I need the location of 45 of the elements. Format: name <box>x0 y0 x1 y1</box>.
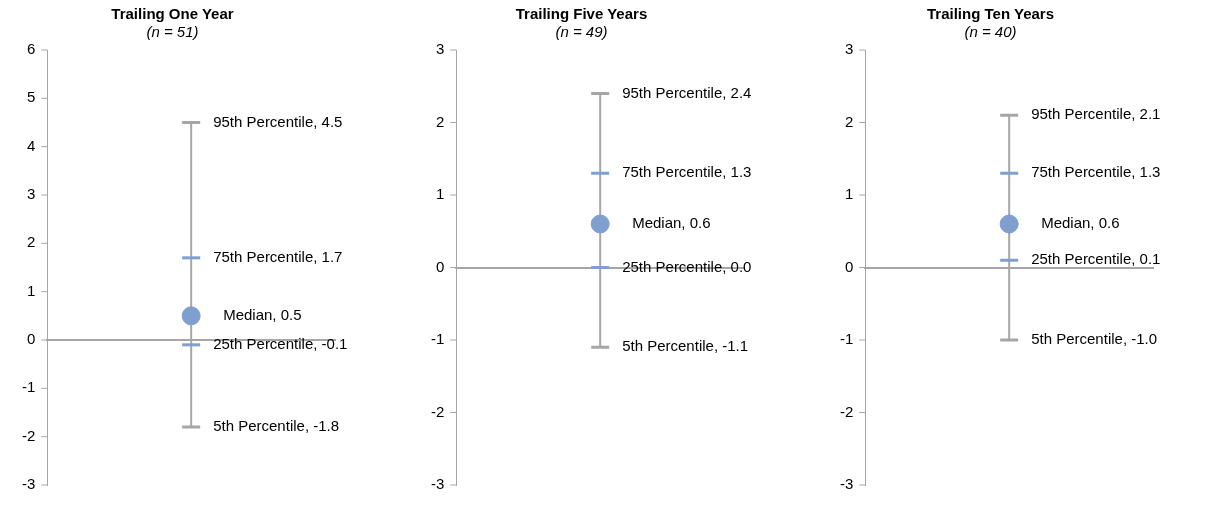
y-tick-label: 3 <box>26 185 36 203</box>
annotation: 5th Percentile, -1.0 <box>1031 330 1158 348</box>
y-tick-label: 2 <box>435 112 445 130</box>
chart-subtitle: (n = 40) <box>964 23 1017 41</box>
annotation: 95th Percentile, 2.4 <box>622 83 752 101</box>
y-tick-label: -2 <box>839 402 854 420</box>
y-tick-label: 1 <box>435 185 445 203</box>
annotation: Median, 0.5 <box>223 305 302 323</box>
chart-title: Trailing Five Years <box>515 5 648 23</box>
y-tick-label: 5 <box>26 88 36 106</box>
y-tick-label: -3 <box>430 475 445 493</box>
annotation: 95th Percentile, 2.1 <box>1031 105 1161 123</box>
annotation: 5th Percentile, -1.1 <box>622 337 749 355</box>
annotation: 75th Percentile, 1.7 <box>213 247 343 265</box>
annotation: 25th Percentile, 0.1 <box>1031 250 1161 268</box>
chart-subtitle: (n = 49) <box>555 23 608 41</box>
y-tick-label: -2 <box>430 402 445 420</box>
chart-title: Trailing Ten Years <box>926 5 1055 23</box>
y-tick-label: 2 <box>844 112 854 130</box>
y-tick-label: 6 <box>26 40 36 58</box>
y-tick-label: 0 <box>26 330 36 348</box>
chart-title: Trailing One Year <box>111 5 234 23</box>
annotation: Median, 0.6 <box>1041 214 1120 232</box>
annotation: 75th Percentile, 1.3 <box>1031 163 1161 181</box>
annotation: 5th Percentile, -1.8 <box>213 417 340 435</box>
y-tick-label: 3 <box>844 40 854 58</box>
annotation: 25th Percentile, 0.0 <box>622 257 752 275</box>
y-tick-label: 1 <box>26 281 36 299</box>
annotation: 25th Percentile, -0.1 <box>213 334 348 352</box>
annotation: 75th Percentile, 1.3 <box>622 163 752 181</box>
y-tick-label: -1 <box>839 330 854 348</box>
y-tick-label: -1 <box>430 330 445 348</box>
y-tick-label: 2 <box>26 233 36 251</box>
y-tick-label: 3 <box>435 40 445 58</box>
y-tick-label: 1 <box>844 185 854 203</box>
y-tick-label: 4 <box>26 136 36 154</box>
annotation: 95th Percentile, 4.5 <box>213 112 343 130</box>
y-tick-label: 0 <box>844 257 854 275</box>
y-tick-label: -3 <box>839 475 854 493</box>
chart-subtitle: (n = 51) <box>146 23 199 41</box>
y-tick-label: -1 <box>21 378 36 396</box>
annotation: Median, 0.6 <box>632 214 711 232</box>
y-tick-label: -2 <box>21 426 36 444</box>
y-tick-label: 0 <box>435 257 445 275</box>
y-tick-label: -3 <box>21 475 36 493</box>
